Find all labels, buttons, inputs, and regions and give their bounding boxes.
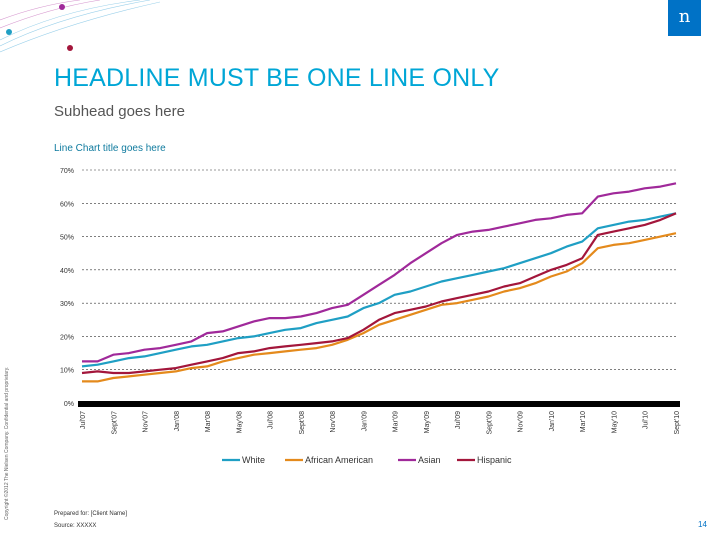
x-tick-label: May'08 — [236, 411, 243, 433]
x-tick-label: May'10 — [611, 411, 618, 433]
legend-label-hispanic: Hispanic — [477, 455, 512, 465]
x-tick-label: Nov'09 — [518, 411, 525, 433]
x-tick-label: Jan'09 — [361, 411, 368, 432]
x-tick-label: Jul'10 — [643, 411, 650, 429]
x-tick-label: Sept'09 — [486, 411, 493, 435]
y-tick-label: 0% — [64, 401, 74, 408]
x-tick-label: Sept'07 — [111, 411, 118, 435]
y-tick-label: 40% — [60, 268, 74, 275]
decorative-arcs — [0, 0, 160, 53]
x-tick-label: Jan'08 — [174, 411, 181, 432]
x-tick-label: Jul'09 — [455, 411, 462, 429]
chart-title: Line Chart title goes here — [54, 143, 166, 154]
legend-label-asian: Asian — [418, 455, 441, 465]
x-tick-label: Sept'10 — [674, 411, 681, 435]
x-tick-label: Jul'07 — [80, 411, 87, 429]
x-tick-label: Nov'07 — [143, 411, 150, 433]
page-headline: HEADLINE MUST BE ONE LINE ONLY — [54, 64, 500, 92]
page-subhead: Subhead goes here — [54, 103, 185, 120]
y-tick-label: 50% — [60, 235, 74, 242]
x-tick-label: May'09 — [424, 411, 431, 433]
brand-logo: n — [668, 0, 701, 36]
copyright-note: Copyright ©2012 The Nielsen Company. Con… — [4, 366, 10, 520]
series-line-hispanic — [81, 212, 677, 375]
x-tick-label: Mar'09 — [393, 411, 400, 432]
legend-label-african-american: African American — [305, 455, 373, 465]
x-axis-line — [78, 401, 680, 407]
y-tick-label: 70% — [60, 168, 74, 175]
series-line-african-american — [82, 232, 677, 383]
x-tick-label: Sept'08 — [299, 411, 306, 435]
page-number: 14 — [698, 520, 707, 529]
x-tick-label: Jan'10 — [549, 411, 556, 432]
x-tick-label: Nov'08 — [330, 411, 337, 433]
prepared-for: Prepared for: [Client Name] — [54, 511, 128, 517]
y-tick-label: 20% — [60, 334, 74, 341]
legend-label-white: White — [242, 455, 265, 465]
x-tick-label: Jul'08 — [268, 411, 275, 429]
series-line-asian — [82, 182, 677, 363]
source-note: Source: XXXXX — [54, 523, 97, 529]
series-line-white — [81, 212, 677, 368]
y-tick-label: 10% — [60, 368, 74, 375]
x-tick-label: Mar'08 — [205, 411, 212, 432]
y-tick-label: 60% — [60, 201, 74, 208]
x-tick-label: Mar'10 — [580, 411, 587, 432]
y-tick-label: 30% — [60, 301, 74, 308]
